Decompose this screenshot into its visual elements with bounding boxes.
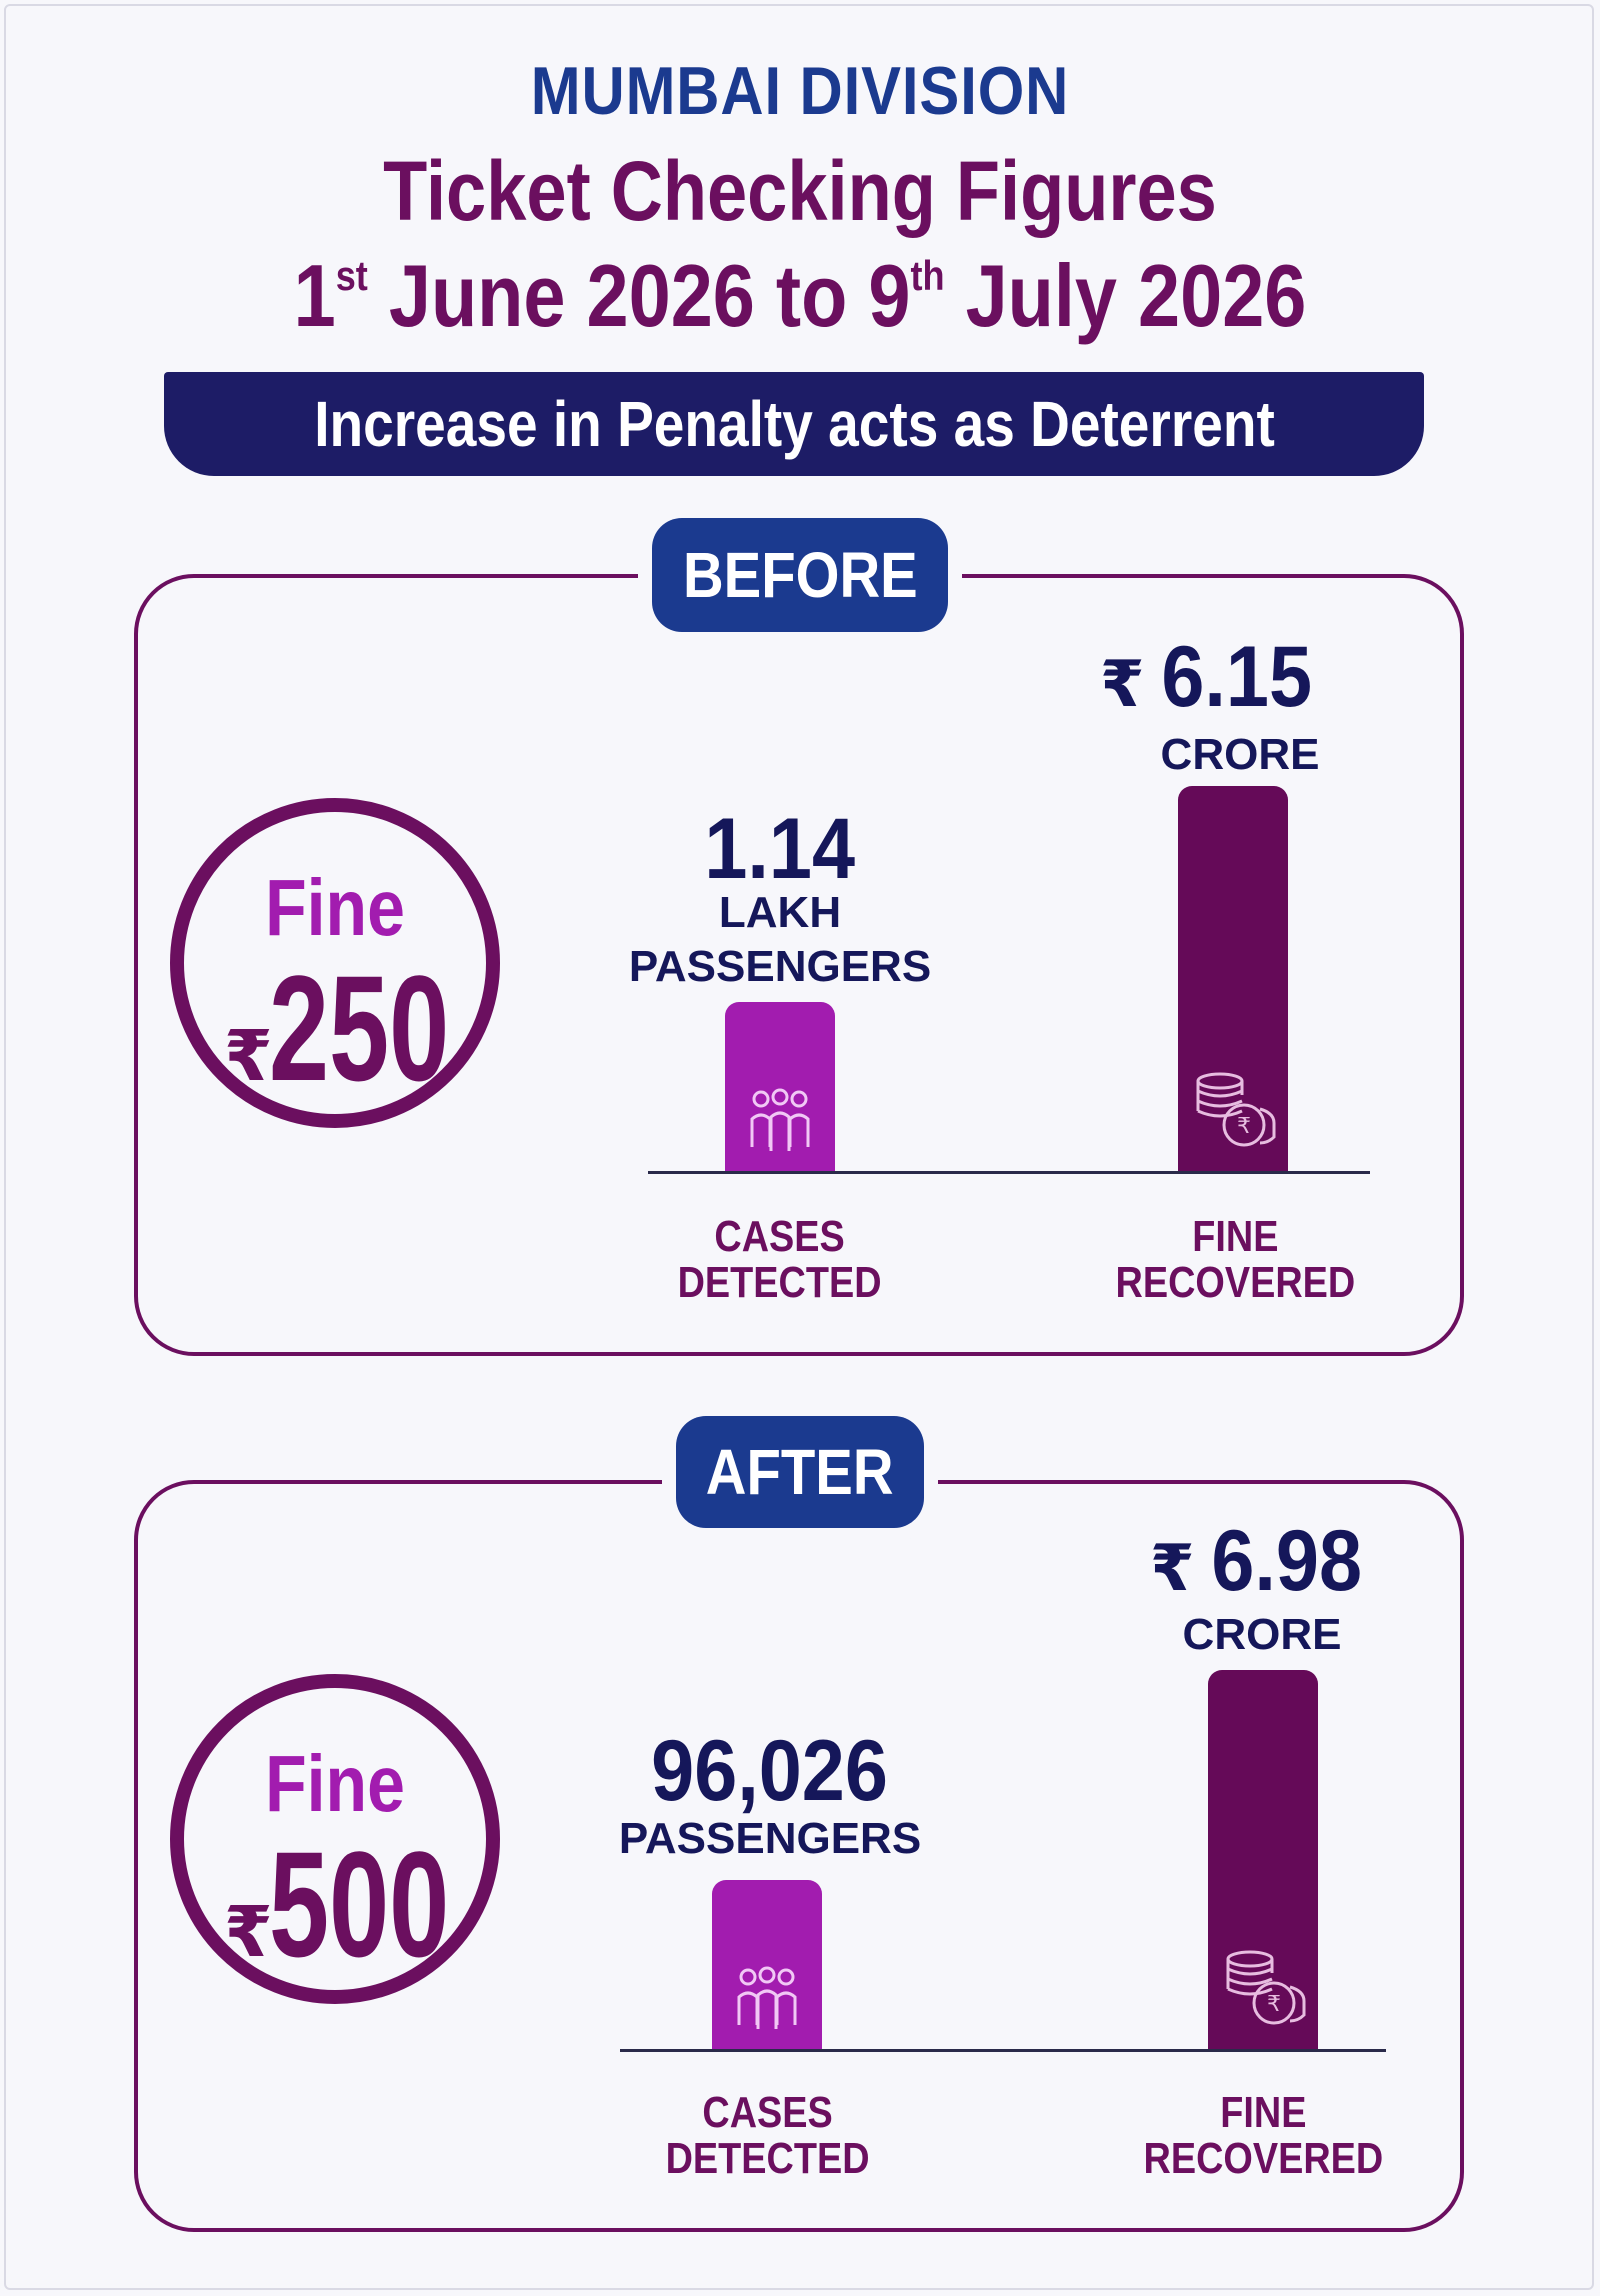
date-start-suffix: st (335, 252, 368, 299)
before-fine-category-text: FINE RECOVERED (1115, 1212, 1355, 1307)
svg-text:₹: ₹ (1267, 1992, 1281, 2017)
date-start-rest: June 2026 to 9 (367, 246, 911, 345)
date-end-suffix: th (910, 252, 945, 299)
page-title: Ticket Checking Figures (383, 144, 1217, 238)
after-fine-value: 500 (268, 1820, 449, 1988)
after-fine-unit: CRORE (1182, 1610, 1342, 1659)
after-fine-category-text: FINE RECOVERED (1143, 2088, 1383, 2183)
before-label: BEFORE (682, 539, 918, 611)
after-fine-word: Fine (265, 1739, 405, 1828)
infographic-frame (4, 4, 1594, 2290)
rupee-coins-icon: ₹ (1178, 1067, 1288, 1162)
rupee-coins-icon: ₹ (1208, 1945, 1318, 2040)
after-cases-unit: PASSENGERS (618, 1814, 922, 1863)
before-cases-bar (725, 1002, 835, 1172)
people-group-icon (712, 1965, 822, 2040)
after-fine-number: 6.98 (1210, 1513, 1362, 1609)
rupee-symbol-icon: ₹ (1150, 1532, 1195, 1604)
before-fine-value: 250 (268, 944, 449, 1112)
after-label: AFTER (706, 1436, 894, 1508)
after-baseline (620, 2049, 1386, 2052)
after-cases-value: 96,026 (620, 1722, 920, 1821)
after-cases-number: 96,026 (651, 1723, 889, 1819)
before-fine-word: Fine (265, 863, 405, 952)
before-fine-bar: ₹ (1178, 786, 1288, 1172)
after-cases-category: CASES DETECTED (608, 2090, 928, 2182)
rupee-symbol-icon: ₹ (224, 1893, 273, 1971)
before-fine-recovered-value: ₹6.15 (1060, 628, 1360, 727)
after-fine-recovered-value: ₹6.98 (1110, 1512, 1410, 1611)
before-fine-circle: Fine ₹250 (170, 798, 500, 1128)
rupee-symbol-icon: ₹ (1100, 648, 1145, 720)
before-cases-number: 1.14 (704, 801, 856, 897)
people-group-icon (725, 1087, 835, 1162)
date-start-day: 1 (293, 246, 336, 345)
rupee-symbol-icon: ₹ (224, 1017, 273, 1095)
after-fine-circle: Fine ₹500 (170, 1674, 500, 2004)
headline-banner: Increase in Penalty acts as Deterrent (164, 372, 1424, 476)
after-cases-category-text: CASES DETECTED (666, 2088, 870, 2183)
date-end-rest: July 2026 (944, 246, 1307, 345)
date-range: 1st June 2026 to 9th July 2026 (112, 245, 1488, 347)
after-fine-bar: ₹ (1208, 1670, 1318, 2050)
before-fine-unit: CRORE (1160, 730, 1320, 779)
after-pill: AFTER (676, 1416, 924, 1528)
before-pill: BEFORE (652, 518, 948, 632)
after-fine-category: FINE RECOVERED (1098, 2090, 1428, 2182)
before-fine-number: 6.15 (1160, 629, 1312, 725)
before-cases-category: CASES DETECTED (620, 1214, 940, 1306)
before-cases-category-text: CASES DETECTED (678, 1212, 882, 1307)
after-fine-amount: ₹500 (224, 1818, 526, 1991)
division-title: MUMBAI DIVISION (530, 53, 1070, 129)
before-fine-amount: ₹250 (224, 942, 526, 1115)
before-cases-unit: LAKH PASSENGERS (628, 888, 932, 991)
after-cases-bar (712, 1880, 822, 2050)
svg-text:₹: ₹ (1237, 1114, 1251, 1139)
banner-text: Increase in Penalty acts as Deterrent (313, 388, 1275, 460)
before-fine-category: FINE RECOVERED (1070, 1214, 1400, 1306)
before-cases-value: 1.14 (640, 800, 920, 899)
before-baseline (648, 1171, 1370, 1174)
